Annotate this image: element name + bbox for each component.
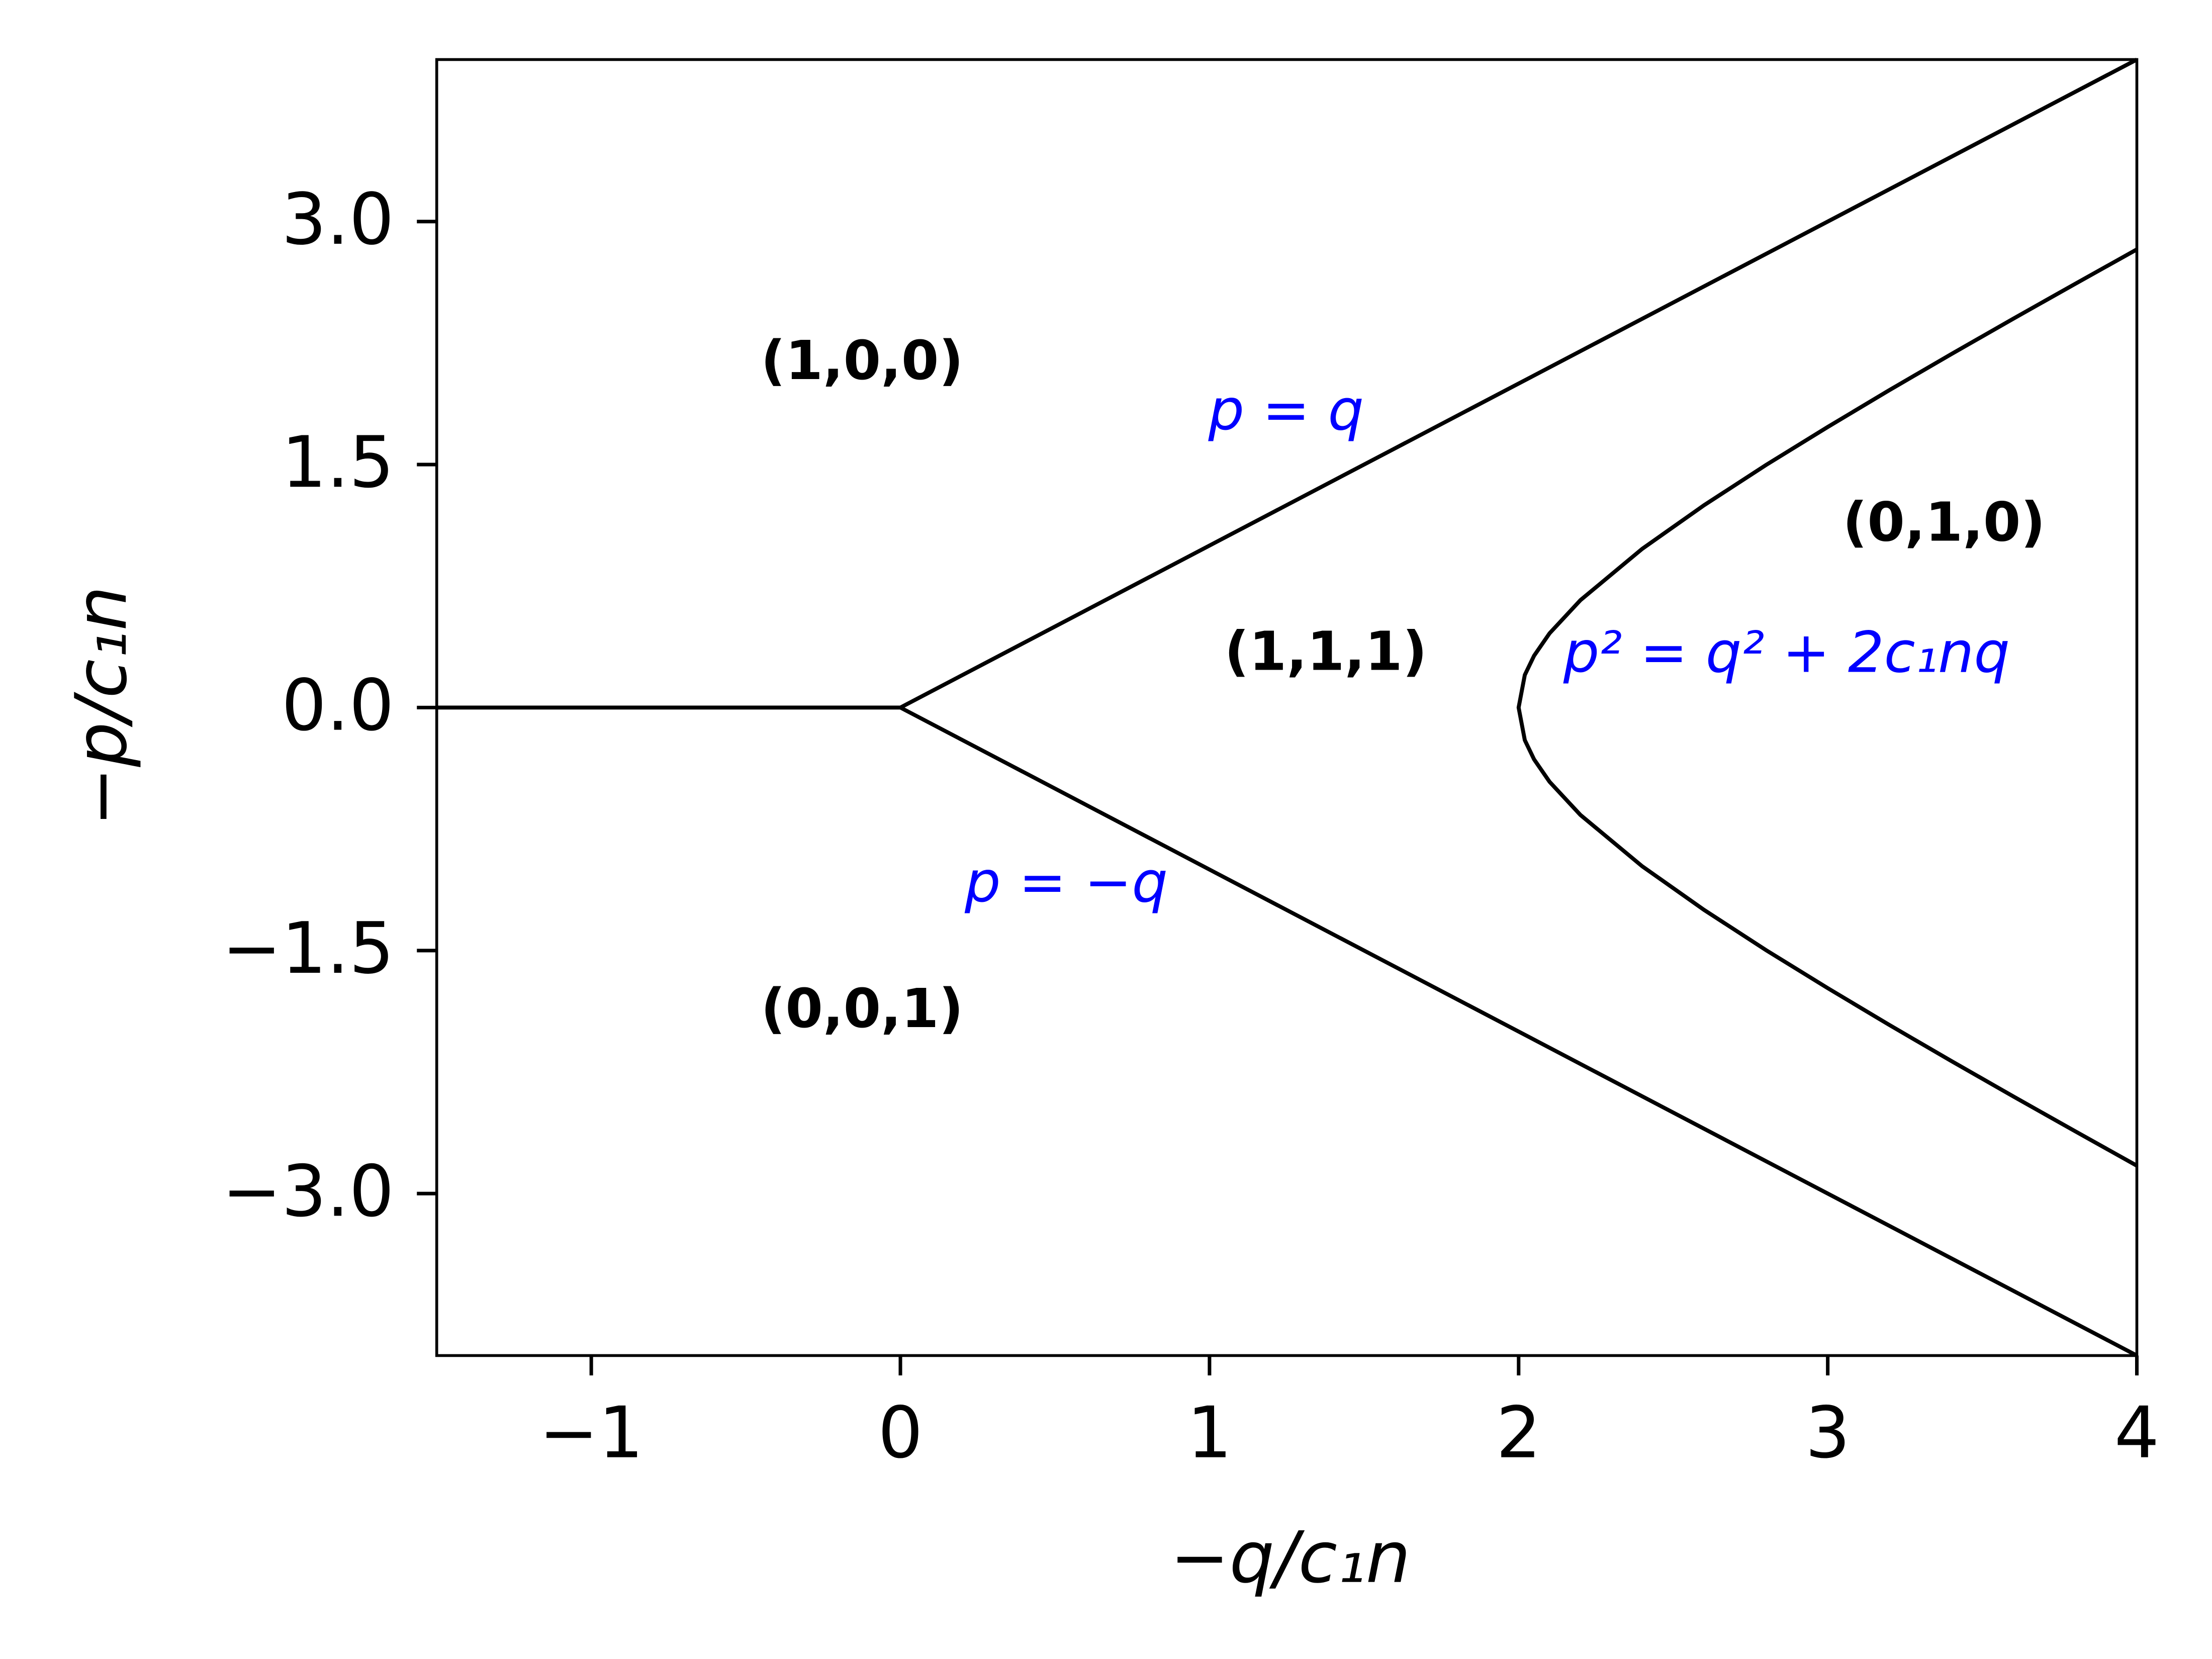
annotation: (0,1,0)	[1842, 492, 2045, 554]
x-axis-label: −q/c₁n	[1170, 1517, 1411, 1599]
annotation: p² = q² + 2c₁nq	[1563, 619, 2010, 686]
x-tick-label: 0	[878, 1392, 923, 1474]
x-tick-label: 1	[1187, 1392, 1232, 1474]
y-tick-label: 1.5	[282, 421, 394, 504]
y-tick-label: −1.5	[222, 907, 394, 990]
plot-frame	[435, 58, 2139, 1357]
annotation: (1,1,1)	[1225, 620, 1427, 683]
x-tick-label: 2	[1496, 1392, 1541, 1474]
boundary-line	[899, 705, 2138, 1357]
y-tick-label: −3.0	[222, 1150, 394, 1233]
y-axis-label: −p/c₁n	[60, 586, 143, 826]
annotation: (0,0,1)	[761, 978, 963, 1040]
boundary-line	[1516, 247, 2138, 1168]
annotation: (1,0,0)	[761, 330, 963, 392]
x-tick-label: 4	[2114, 1392, 2160, 1474]
y-tick-label: 0.0	[282, 665, 394, 747]
annotation: p = −q	[964, 849, 1168, 915]
annotation: p = q	[1208, 377, 1363, 443]
x-tick-label: −1	[539, 1392, 643, 1474]
x-tick-label: 3	[1805, 1392, 1851, 1474]
y-tick-label: 3.0	[282, 178, 394, 261]
